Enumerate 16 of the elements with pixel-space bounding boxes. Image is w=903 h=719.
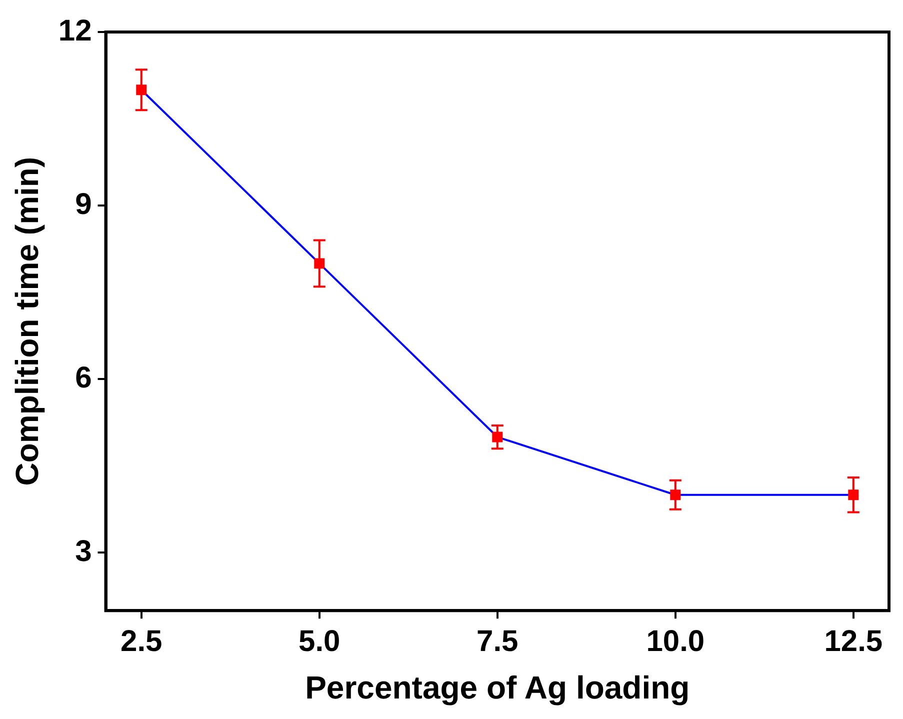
x-tick-label: 10.0 bbox=[646, 624, 705, 658]
y-axis-title: Complition time (min) bbox=[9, 156, 46, 486]
x-axis-title: Percentage of Ag loading bbox=[305, 670, 690, 706]
x-tick-label: 12.5 bbox=[824, 624, 883, 658]
y-tick-label: 6 bbox=[75, 361, 92, 394]
point bbox=[670, 490, 681, 500]
point bbox=[492, 432, 503, 442]
x-tick-label: 7.5 bbox=[476, 624, 518, 658]
y-tick-label: 3 bbox=[75, 535, 92, 568]
x-tick-label: 5.0 bbox=[298, 624, 340, 658]
point bbox=[136, 84, 147, 96]
point bbox=[848, 490, 859, 500]
point bbox=[314, 258, 325, 269]
y-tick-label: 12 bbox=[58, 14, 92, 48]
x-tick-label: 2.5 bbox=[120, 624, 162, 658]
y-tick-label: 9 bbox=[75, 188, 92, 221]
